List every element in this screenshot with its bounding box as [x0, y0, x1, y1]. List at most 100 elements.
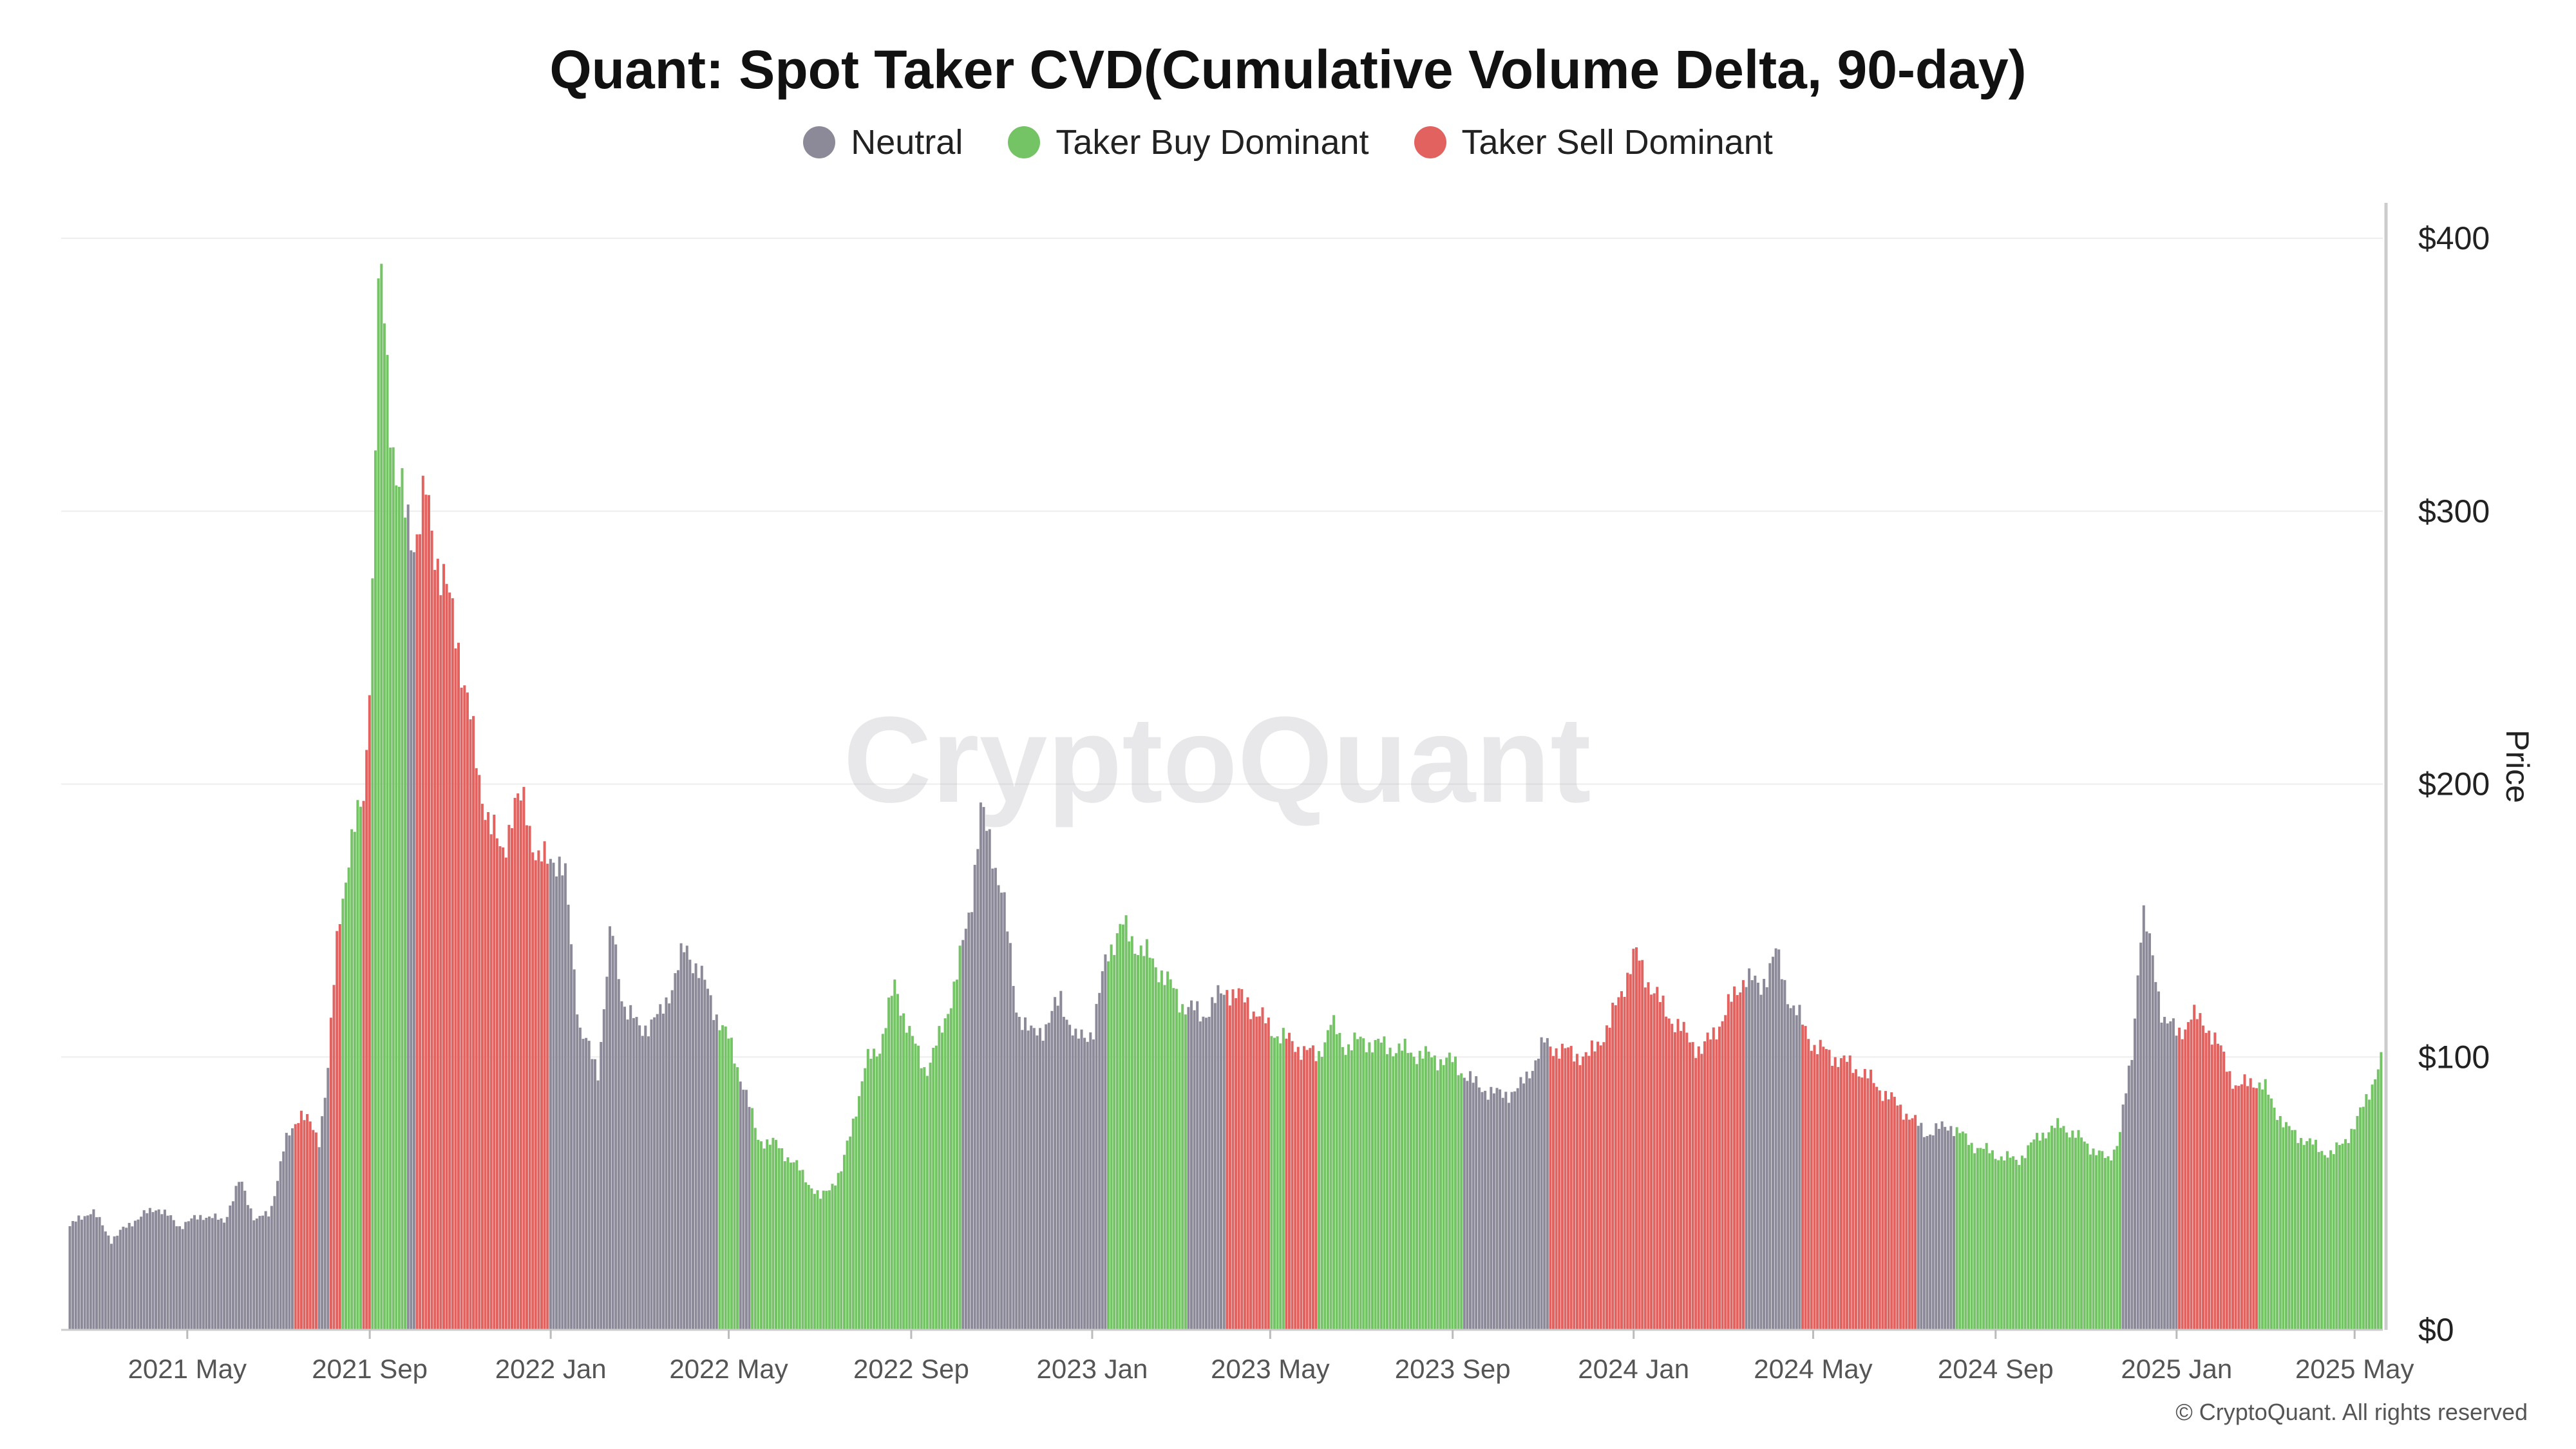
price-bar: [1086, 1041, 1089, 1330]
price-bar: [688, 960, 692, 1330]
price-bar: [896, 994, 899, 1330]
price-bar: [929, 1063, 932, 1330]
price-bar: [1326, 1030, 1329, 1330]
price-bar: [976, 849, 980, 1330]
price-bar: [1226, 990, 1229, 1330]
price-bar: [1673, 1032, 1676, 1330]
price-bar: [1320, 1057, 1323, 1330]
price-bar: [1543, 1042, 1546, 1330]
price-bar: [208, 1217, 211, 1330]
price-bar: [864, 1068, 867, 1330]
price-bar: [2228, 1071, 2231, 1330]
price-bar: [869, 1059, 873, 1330]
price-bar: [528, 826, 531, 1330]
price-bar: [166, 1215, 169, 1330]
price-bar: [380, 263, 383, 1331]
price-bar: [709, 995, 712, 1330]
price-bar: [781, 1148, 784, 1330]
price-bar: [1445, 1057, 1448, 1330]
price-bar: [1095, 1003, 1098, 1330]
price-bar: [635, 1017, 638, 1330]
price-bars: [68, 263, 2383, 1331]
price-bar: [504, 857, 507, 1330]
price-bar: [202, 1220, 205, 1330]
price-bar: [1401, 1050, 1404, 1330]
price-bar: [1691, 1042, 1694, 1330]
price-bar: [1736, 995, 1739, 1330]
price-bar: [2163, 1017, 2166, 1330]
price-bar: [1997, 1160, 2000, 1330]
price-bar: [249, 1208, 252, 1330]
price-bar: [1045, 1024, 1048, 1330]
price-bar: [412, 552, 415, 1330]
legend-item-neutral[interactable]: Neutral: [803, 122, 963, 162]
price-bar: [2116, 1146, 2119, 1330]
legend-item-taker-sell[interactable]: Taker Sell Dominant: [1414, 122, 1773, 162]
price-bar: [110, 1244, 113, 1330]
price-bar: [255, 1218, 258, 1330]
price-bar: [1208, 1016, 1211, 1330]
price-bar: [1617, 997, 1620, 1330]
price-bar: [261, 1215, 265, 1330]
price-bar: [1490, 1086, 1493, 1330]
price-bar: [1142, 956, 1146, 1330]
price-bar: [1953, 1136, 1956, 1330]
price-bar: [1027, 1030, 1030, 1330]
price-bar: [484, 820, 487, 1330]
price-bar: [2065, 1132, 2069, 1330]
price-bar: [1730, 1001, 1733, 1330]
watermark-logo: CryptoQuant: [843, 692, 1591, 828]
price-bar: [1157, 982, 1160, 1330]
price-bar: [943, 1018, 947, 1330]
price-bar: [1217, 985, 1220, 1330]
price-bar: [813, 1193, 816, 1330]
price-bar: [1050, 1010, 1054, 1330]
price-bar: [1911, 1118, 1914, 1330]
price-bar: [98, 1217, 101, 1330]
price-bar: [1484, 1090, 1487, 1330]
price-bar: [196, 1219, 199, 1330]
price-bar: [1392, 1056, 1395, 1330]
price-bar: [1961, 1132, 1964, 1330]
price-bar: [1119, 923, 1122, 1330]
price-bar: [1917, 1126, 1920, 1330]
price-bar: [507, 824, 511, 1330]
price-bar: [2012, 1156, 2015, 1330]
price-bar: [1756, 982, 1759, 1330]
price-bar: [2190, 1019, 2193, 1330]
price-bar: [2074, 1137, 2077, 1330]
price-bar: [303, 1120, 306, 1330]
price-bar: [2018, 1164, 2021, 1330]
price-bar: [146, 1213, 149, 1330]
price-bar: [2356, 1115, 2359, 1330]
price-bar: [1833, 1057, 1837, 1330]
price-bar: [1460, 1073, 1463, 1330]
price-bar: [958, 945, 961, 1330]
price-bar: [1560, 1043, 1564, 1330]
price-bar: [1394, 1053, 1397, 1330]
price-bar: [2323, 1155, 2326, 1330]
legend-item-taker-buy[interactable]: Taker Buy Dominant: [1008, 122, 1369, 162]
price-bar: [2193, 1005, 2196, 1330]
price-bar: [1573, 1061, 1576, 1330]
price-bar: [163, 1209, 166, 1330]
price-bar: [730, 1037, 733, 1330]
price-bar: [917, 1045, 920, 1330]
price-bar: [457, 643, 460, 1330]
price-bar: [1955, 1127, 1958, 1330]
price-bar: [2062, 1126, 2065, 1330]
price-bar: [561, 875, 564, 1330]
price-bar: [1074, 1028, 1077, 1330]
x-tick-label: 2024 Jan: [1578, 1354, 1689, 1384]
price-bar: [178, 1226, 182, 1330]
price-bar: [661, 1014, 665, 1330]
price-bar: [1000, 893, 1003, 1330]
price-bar: [1694, 1057, 1698, 1330]
price-bar: [1021, 1030, 1024, 1330]
price-bar: [1012, 986, 1015, 1330]
price-bar: [118, 1229, 122, 1330]
price-bar: [1047, 1023, 1050, 1330]
price-bar: [1128, 941, 1131, 1330]
price-bar: [1243, 1002, 1246, 1330]
price-bar: [2095, 1155, 2098, 1330]
